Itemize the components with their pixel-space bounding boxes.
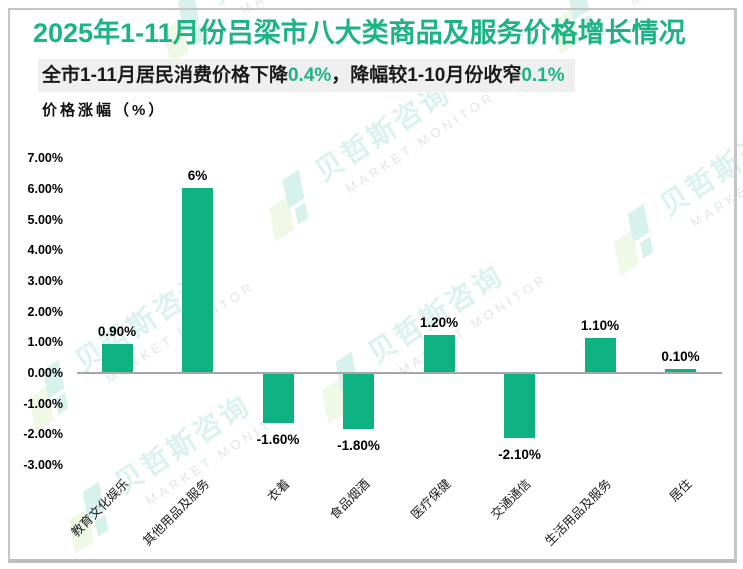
bar-value-label: -1.60% (256, 432, 300, 447)
y-axis-tick-label: 5.00% (27, 212, 63, 227)
bar-3 (343, 374, 374, 429)
bar-value-label: 6% (187, 168, 208, 183)
y-axis-tick-label: 7.00% (27, 151, 63, 166)
bar-value-label: 0.90% (97, 324, 137, 339)
y-axis-tick-label: 4.00% (27, 243, 63, 258)
y-axis-tick-label: -2.00% (23, 427, 63, 442)
x-axis-category-label: 居住 (667, 476, 696, 505)
x-axis-category-label: 生活用品及服务 (542, 476, 615, 549)
bar-0 (101, 344, 133, 372)
x-axis-category-label: 交通通信 (488, 476, 535, 522)
bar-5 (504, 374, 535, 438)
page-title: 2025年1-11月份吕梁市八大类商品及服务价格增长情况 (33, 18, 686, 48)
x-axis-category-label: 衣着 (265, 476, 293, 505)
y-axis-tick-label: 3.00% (27, 273, 63, 288)
x-axis-category-label: 教育文化娱乐 (68, 476, 132, 540)
bar-6 (584, 338, 616, 372)
bar-value-label: 0.10% (661, 349, 700, 364)
bar-2 (262, 374, 294, 423)
bar-value-label: 1.20% (419, 315, 459, 330)
bar-value-label: -2.10% (498, 447, 541, 462)
y-axis-tick-label: -3.00% (23, 458, 63, 473)
bar-1 (182, 188, 213, 372)
x-axis-category-label: 医疗保健 (408, 476, 454, 522)
y-axis-tick-label: 0.00% (27, 366, 63, 380)
x-axis-category-label: 食品烟酒 (327, 476, 374, 522)
bar-4 (423, 335, 455, 372)
subtitle-highlight-2: 0.1% (521, 65, 565, 86)
subtitle-highlight-1: 0.4% (287, 65, 332, 86)
bar-value-label: 1.10% (580, 318, 620, 333)
subtitle: 全市1-11月居民消费价格下降0.4%，降幅较1-10月份收窄0.1% (38, 59, 575, 92)
y-axis-tick-label: 6.00% (27, 181, 63, 196)
x-axis-category-label: 其他用品及服务 (140, 476, 213, 549)
y-axis-tick-label: -1.00% (23, 396, 63, 411)
x-axis-line (77, 372, 722, 374)
y-axis-tick-label: 1.00% (27, 335, 63, 350)
bar-value-label: -1.80% (337, 438, 380, 453)
y-axis-tick-label: 2.00% (27, 304, 63, 319)
subtitle-text-1: 全市1-11月居民消费价格下降 (42, 65, 288, 86)
subtitle-text-2: ，降幅较1-10月份收窄 (331, 65, 522, 86)
bar-7 (665, 369, 696, 372)
y-axis-title: 价格涨幅（%） (42, 102, 167, 119)
